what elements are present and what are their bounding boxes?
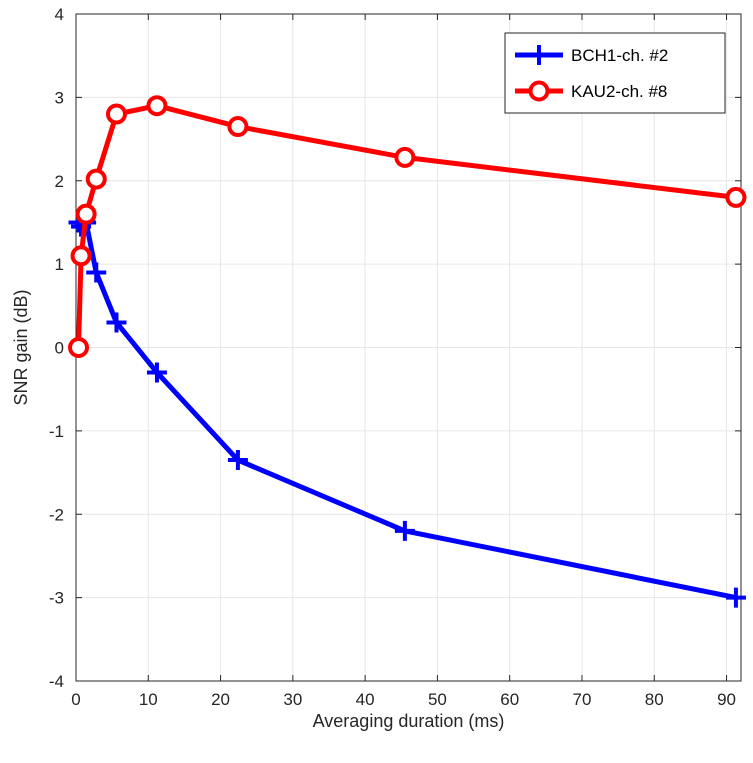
x-tick-label: 30 [283, 690, 302, 709]
y-tick-label: 4 [55, 5, 64, 24]
y-tick-label: 1 [55, 255, 64, 274]
legend-marker-symbol [529, 45, 549, 65]
x-tick-label: 70 [573, 690, 592, 709]
data-point [86, 262, 107, 283]
data-point [105, 103, 127, 125]
x-tick-label: 80 [645, 690, 664, 709]
x-tick-label: 90 [717, 690, 736, 709]
data-point [394, 146, 416, 168]
data-point [227, 116, 249, 138]
y-tick-label: -1 [49, 422, 64, 441]
x-tick-label: 40 [356, 690, 375, 709]
x-tick-label: 10 [139, 690, 158, 709]
axis-ticks: 0 10 20 30 40 50 60 70 80 90 -4 -3 -2 -1 0 1 2 3 4 [49, 5, 741, 709]
legend-marker-bch1 [529, 45, 549, 65]
data-point [725, 587, 746, 608]
x-tick-label: 0 [71, 690, 80, 709]
series-1 [68, 95, 747, 358]
data-point [68, 337, 90, 358]
y-tick-label: 0 [55, 339, 64, 358]
data-point [75, 203, 97, 225]
x-axis-label: Averaging duration (ms) [313, 711, 505, 731]
y-tick-label: 3 [55, 88, 64, 107]
data-point [227, 450, 248, 471]
data-point [70, 245, 92, 267]
data-point [146, 362, 167, 383]
x-tick-label: 60 [500, 690, 519, 709]
legend-label-bch1: BCH1-ch. #2 [571, 46, 668, 65]
y-tick-label: 2 [55, 172, 64, 191]
y-tick-label: -3 [49, 589, 64, 608]
x-tick-label: 20 [211, 690, 230, 709]
data-point [85, 168, 107, 190]
legend-marker-kau2 [528, 80, 550, 102]
data-point [106, 312, 127, 333]
series-layer [68, 95, 747, 608]
legend: BCH1-ch. #2 KAU2-ch. #8 [504, 32, 726, 114]
y-axis-label: SNR gain (dB) [11, 289, 31, 405]
data-point [146, 95, 168, 117]
data-point [394, 520, 415, 541]
data-point [725, 186, 747, 208]
legend-marker-symbol [528, 80, 550, 102]
legend-label-kau2: KAU2-ch. #8 [571, 82, 667, 101]
y-tick-label: -2 [49, 505, 64, 524]
x-tick-label: 50 [428, 690, 447, 709]
y-tick-label: -4 [49, 672, 64, 691]
